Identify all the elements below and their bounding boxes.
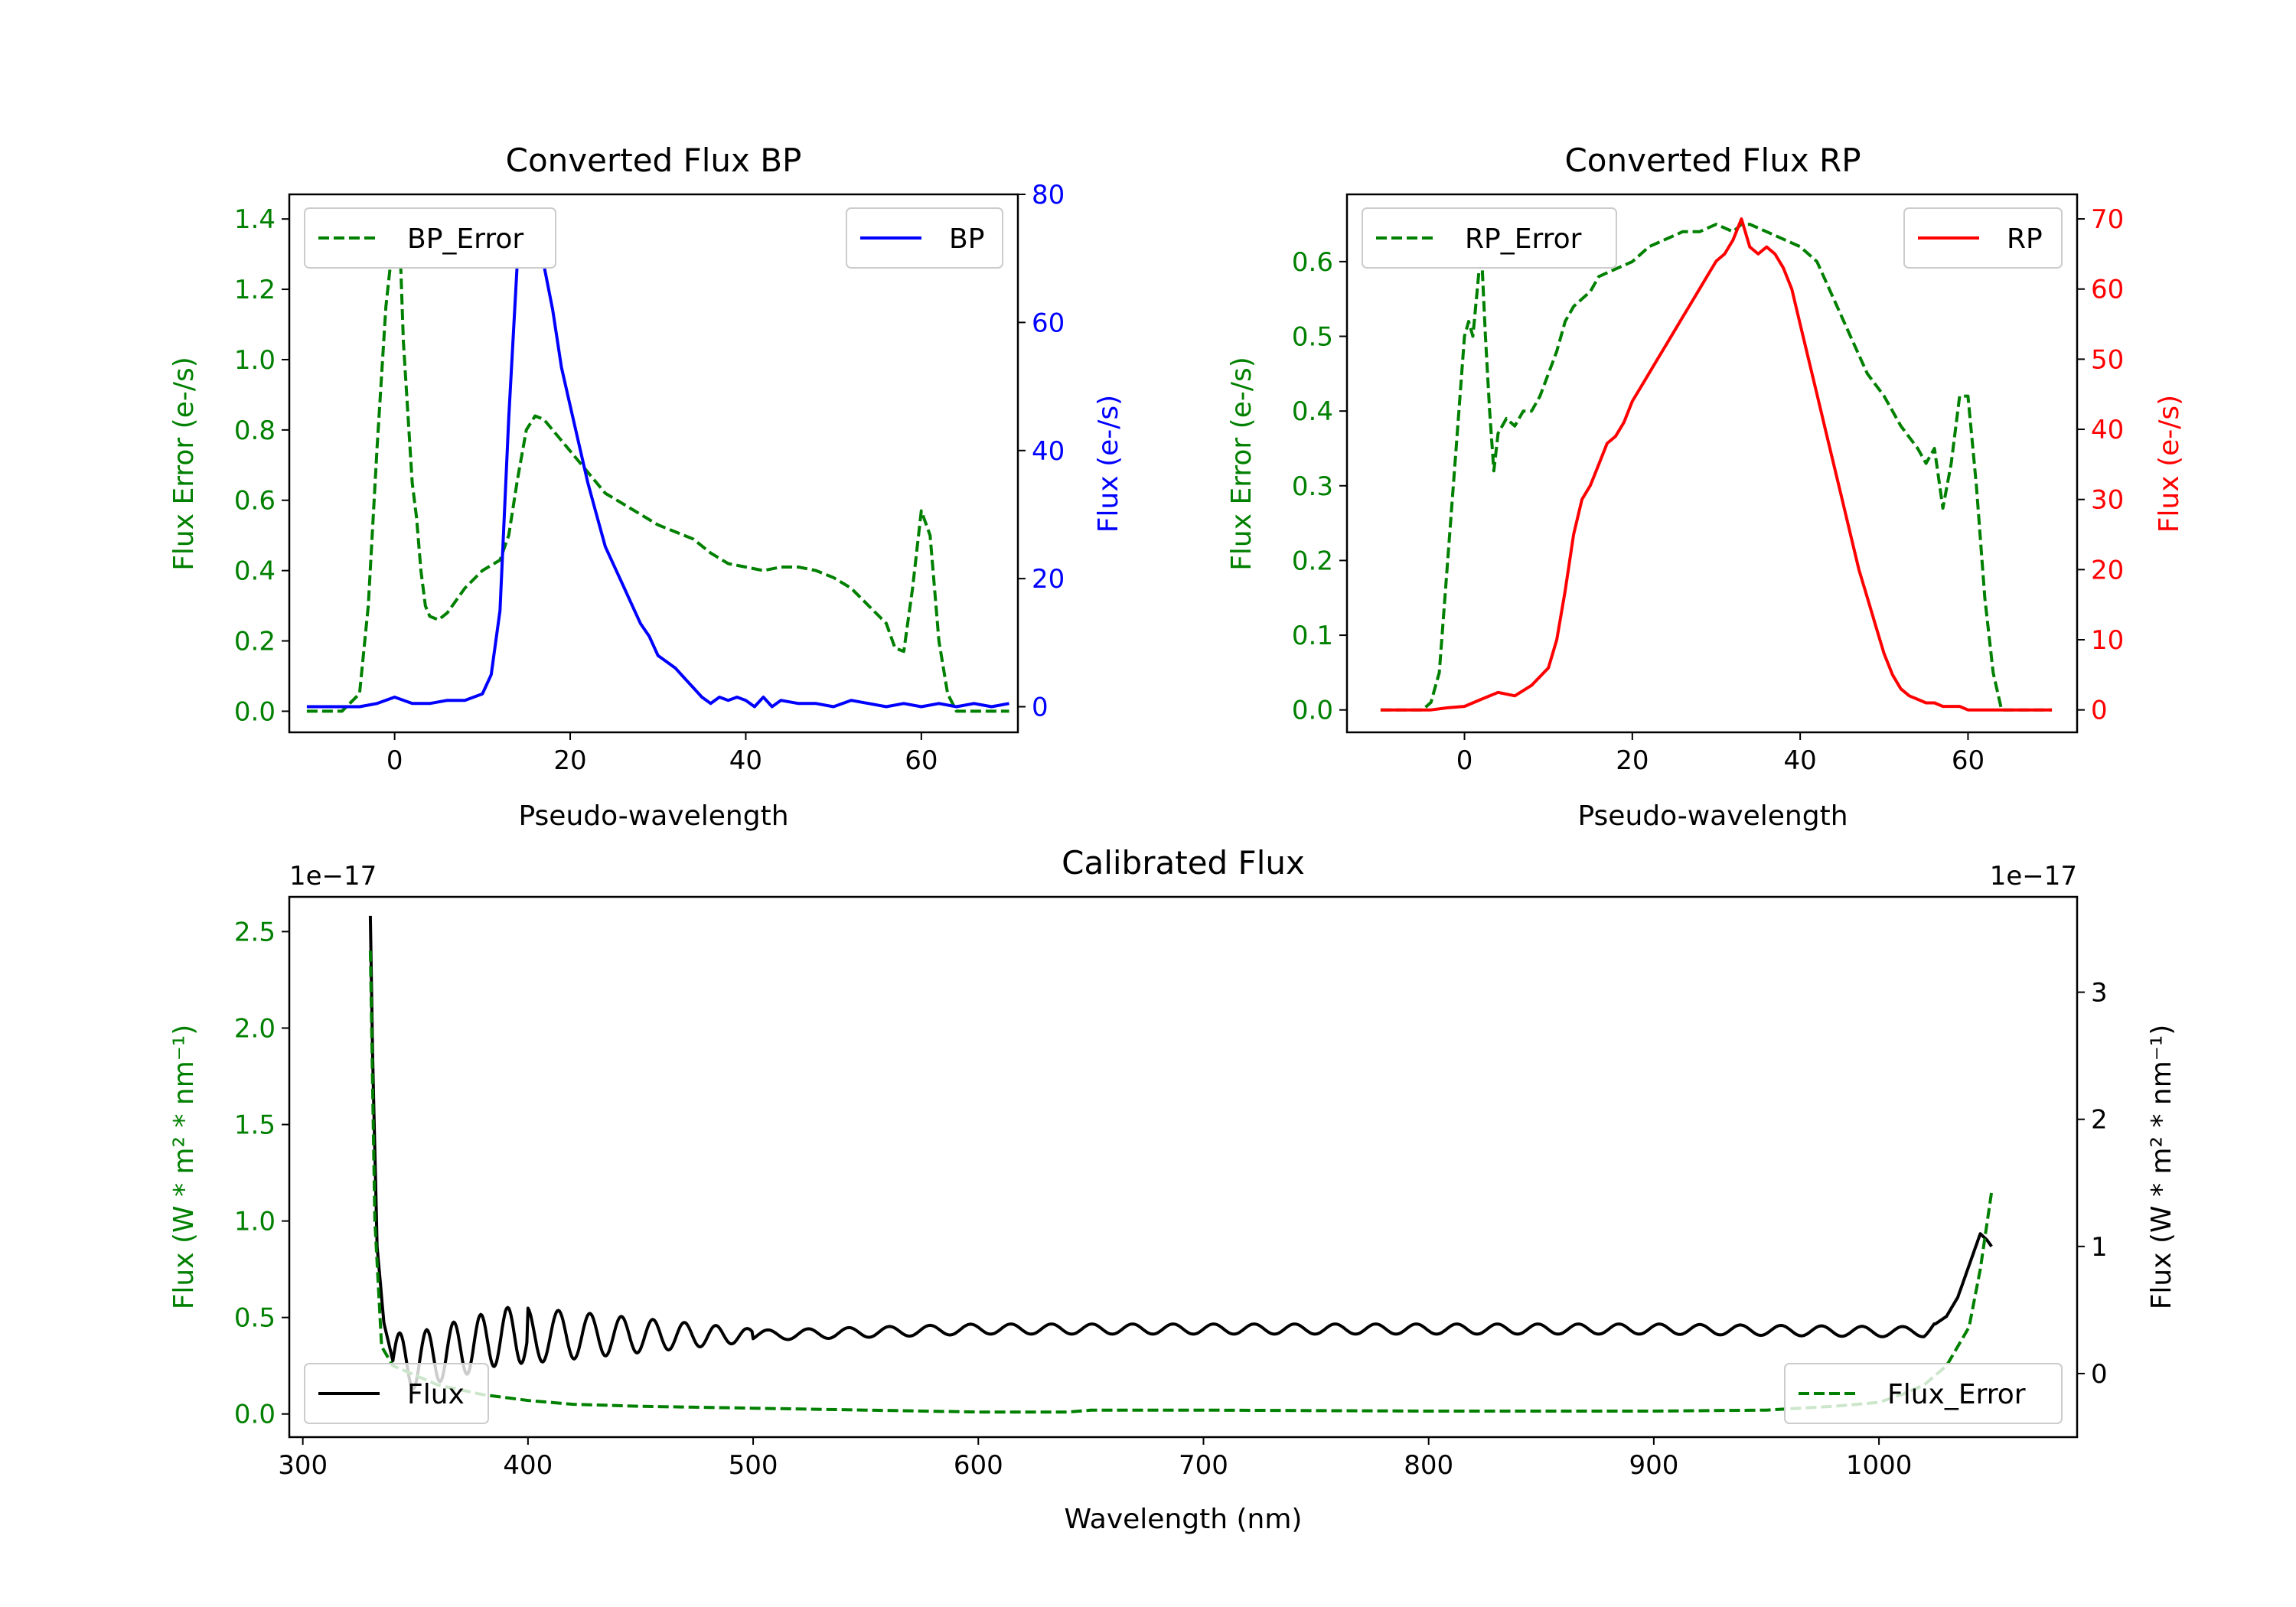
y-tick-label-right: 0	[1032, 693, 1049, 723]
x-tick-label: 0	[386, 745, 403, 776]
x-tick-label: 500	[729, 1450, 778, 1481]
y-axis-label-right-calibrated: Flux (W * m² * nm⁻¹)	[2146, 1025, 2177, 1310]
legend-label-bp: BP	[949, 223, 984, 255]
x-tick-label: 600	[954, 1450, 1003, 1481]
legend-left-rp: RP_Error	[1362, 207, 1617, 269]
x-axis-label-calibrated: Wavelength (nm)	[1065, 1504, 1303, 1535]
y-tick-label-left: 0.0	[234, 696, 276, 727]
y-tick-label-left: 0.2	[1292, 546, 1333, 576]
chart-converted-flux-rp: Converted Flux RP 0 20 40 60 0.0 0.1 0.2 0.3 0.4…	[1226, 142, 2185, 832]
y-tick-label-right: 2	[2091, 1105, 2108, 1136]
x-tick-label: 20	[1616, 745, 1649, 776]
offset-label-left: 1e−17	[289, 861, 377, 892]
y-tick-label-left: 0.5	[1292, 322, 1333, 353]
legend-left-calibrated: Flux	[304, 1363, 489, 1424]
y-tick-label-right: 60	[1032, 308, 1065, 338]
chart-title-calibrated: Calibrated Flux	[1062, 844, 1305, 882]
y-tick-label-right: 0	[2091, 696, 2108, 726]
y-tick-label-right: 40	[2091, 415, 2124, 445]
x-tick-label: 700	[1179, 1450, 1228, 1481]
x-tick-label: 40	[1784, 745, 1817, 776]
y-tick-label-right: 10	[2091, 625, 2124, 656]
plot-frame-rp	[1345, 193, 2079, 734]
x-axis-label-bp: Pseudo-wavelength	[518, 800, 788, 832]
legend-label-rp: RP	[2007, 223, 2043, 255]
x-tick-label: 40	[729, 745, 762, 776]
y-tick-label-left: 0.8	[234, 416, 276, 446]
y-tick-label-right: 20	[2091, 555, 2124, 585]
x-tick-label: 300	[278, 1450, 328, 1481]
x-tick-label: 800	[1404, 1450, 1453, 1481]
x-tick-label: 20	[553, 745, 586, 776]
series-line-bp	[306, 218, 1009, 709]
y-tick-label-left: 2.0	[234, 1013, 276, 1044]
legend-left-bp: BP_Error	[304, 207, 556, 269]
y-tick-label-left: 1.0	[234, 345, 276, 376]
y-tick-label-right: 60	[2091, 275, 2124, 305]
chart-title-rp: Converted Flux RP	[1564, 142, 1861, 179]
y-tick-label-right: 70	[2091, 204, 2124, 235]
y-tick-label-right: 20	[1032, 564, 1065, 595]
chart-title-bp: Converted Flux BP	[506, 142, 802, 179]
y-tick-label-right: 1	[2091, 1232, 2108, 1263]
y-tick-label-left: 0.1	[1292, 621, 1333, 651]
legend-label-bp-error: BP_Error	[407, 223, 523, 255]
offset-label-right: 1e−17	[1990, 861, 2077, 892]
y-tick-label-left: 1.4	[234, 204, 276, 235]
y-tick-label-right: 30	[2091, 485, 2124, 516]
y-tick-label-right: 3	[2091, 978, 2108, 1009]
y-tick-label-left: 2.5	[234, 917, 276, 947]
x-tick-label: 60	[1952, 745, 1985, 776]
y-tick-label-right: 0	[2091, 1359, 2108, 1390]
y-tick-label-right: 50	[2091, 344, 2124, 375]
y-tick-label-left: 0.0	[234, 1400, 276, 1430]
legend-right-rp: RP	[1903, 207, 2063, 269]
x-tick-label: 900	[1629, 1450, 1678, 1481]
y-tick-label-left: 0.3	[1292, 471, 1333, 502]
series-line-bp-error	[306, 217, 1009, 713]
y-axis-label-left-bp: Flux Error (e-/s)	[168, 357, 200, 571]
y-tick-label-right: 80	[1032, 180, 1065, 210]
x-axis-label-rp: Pseudo-wavelength	[1577, 800, 1848, 832]
y-axis-label-right-bp: Flux (e-/s)	[1093, 395, 1124, 533]
legend-label-flux-error: Flux_Error	[1887, 1379, 2026, 1410]
series-line-flux	[368, 915, 1993, 1390]
x-tick-label: 400	[503, 1450, 553, 1481]
legend-right-bp: BP	[846, 207, 1003, 269]
legend-label-rp-error: RP_Error	[1465, 223, 1582, 255]
x-tick-label: 0	[1456, 745, 1473, 776]
y-axis-label-left-rp: Flux Error (e-/s)	[1226, 357, 1257, 571]
legend-right-calibrated: Flux_Error	[1784, 1363, 2063, 1424]
legend-label-flux: Flux	[407, 1379, 465, 1410]
y-tick-label-left: 0.0	[1292, 696, 1333, 726]
y-tick-label-right: 40	[1032, 436, 1065, 467]
y-axis-label-right-rp: Flux (e-/s)	[2154, 395, 2185, 533]
y-tick-label-left: 1.2	[234, 275, 276, 305]
plot-frame-calibrated	[288, 895, 2079, 1439]
y-tick-label-left: 0.6	[1292, 247, 1333, 278]
y-tick-label-left: 0.2	[234, 627, 276, 657]
y-tick-label-left: 1.0	[234, 1207, 276, 1237]
y-axis-label-left-calibrated: Flux (W * m² * nm⁻¹)	[168, 1025, 200, 1310]
x-tick-label: 1000	[1846, 1450, 1913, 1481]
series-line-rp	[1380, 217, 2053, 712]
chart-converted-flux-bp: Converted Flux BP 0 20 40 60 0.0 0.2 0.4 0.6 0.8…	[168, 142, 1124, 832]
y-tick-label-left: 0.5	[234, 1303, 276, 1334]
y-tick-label-left: 0.4	[234, 556, 276, 587]
x-tick-label: 60	[905, 745, 938, 776]
y-tick-label-left: 0.4	[1292, 396, 1333, 427]
y-tick-label-left: 1.5	[234, 1110, 276, 1141]
y-tick-label-left: 0.6	[234, 486, 276, 517]
plot-frame-bp	[288, 193, 1019, 734]
chart-calibrated-flux: Calibrated Flux 1e−17 1e−17 300 400 500 600…	[168, 844, 2177, 1535]
